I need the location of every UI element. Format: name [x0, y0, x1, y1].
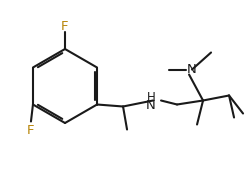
Text: F: F — [61, 20, 69, 33]
Text: F: F — [27, 124, 35, 137]
Text: N: N — [146, 99, 156, 112]
Text: H: H — [147, 91, 155, 104]
Text: N: N — [187, 63, 197, 76]
